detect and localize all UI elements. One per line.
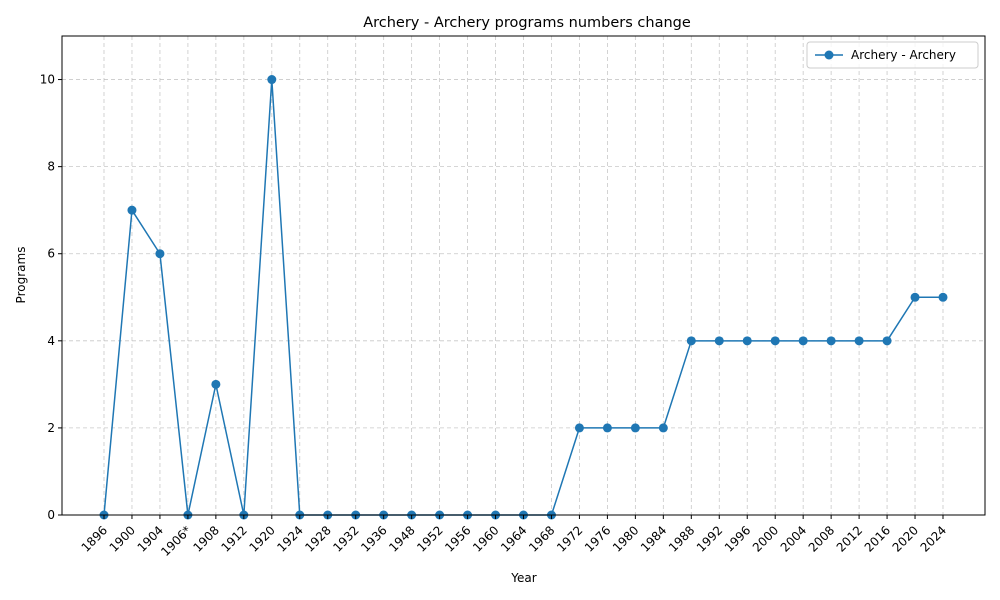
x-tick-label: 1952	[414, 523, 445, 554]
x-tick-label: 1920	[246, 523, 277, 554]
y-tick-label: 8	[47, 160, 55, 174]
x-tick-label: 1906*	[158, 523, 194, 559]
legend-box	[806, 41, 979, 69]
x-tick-label: 1964	[498, 523, 529, 554]
x-tick-label: 1908	[190, 523, 221, 554]
x-tick-label: 1896	[79, 523, 110, 554]
x-tick-label: 2008	[806, 523, 837, 554]
legend-label: Archery - Archery	[851, 48, 956, 62]
legend: Archery - Archery	[806, 41, 979, 69]
x-tick-label: 2020	[890, 523, 921, 554]
x-tick-label: 1932	[330, 523, 361, 554]
x-tick-label: 1912	[218, 523, 249, 554]
y-tick-label: 4	[47, 334, 55, 348]
data-point	[211, 379, 221, 389]
data-point	[798, 336, 808, 346]
data-point	[127, 205, 137, 215]
data-point	[882, 336, 892, 346]
x-tick-label: 2016	[862, 523, 893, 554]
data-point	[686, 336, 696, 346]
x-tick-label: 1968	[526, 523, 557, 554]
chart-title: Archery - Archery programs numbers chang…	[363, 15, 691, 31]
x-tick-label: 1996	[722, 523, 753, 554]
data-point	[938, 292, 948, 302]
y-tick-label: 0	[47, 508, 55, 522]
data-point	[770, 336, 780, 346]
data-point	[658, 423, 668, 433]
data-point	[602, 423, 612, 433]
x-tick-label: 1960	[470, 523, 501, 554]
x-tick-label: 1928	[302, 523, 333, 554]
data-point	[267, 75, 277, 85]
data-point	[742, 336, 752, 346]
y-axis-title: Programs	[14, 247, 28, 304]
data-point	[155, 249, 165, 259]
x-axis-title: Year	[510, 571, 536, 585]
data-point	[630, 423, 640, 433]
x-tick-label: 1924	[274, 523, 305, 554]
x-tick-label: 1948	[386, 523, 417, 554]
x-axis: 1896190019041906*19081912192019241928193…	[79, 515, 949, 559]
x-tick-label: 2024	[918, 523, 949, 554]
x-tick-label: 1992	[694, 523, 725, 554]
x-tick-label: 2004	[778, 523, 809, 554]
x-tick-label: 1984	[638, 523, 669, 554]
x-tick-label: 1980	[610, 523, 641, 554]
x-tick-label: 1936	[358, 523, 389, 554]
grid	[62, 36, 985, 516]
x-tick-label: 1976	[582, 523, 613, 554]
y-tick-label: 10	[40, 73, 55, 87]
x-tick-label: 1956	[442, 523, 473, 554]
data-point	[910, 292, 920, 302]
legend-marker	[824, 50, 834, 60]
x-tick-label: 1972	[554, 523, 585, 554]
y-axis: 0 2 4 6 8 10	[40, 73, 62, 522]
x-tick-label: 1900	[107, 523, 138, 554]
data-point	[714, 336, 724, 346]
y-tick-label: 6	[47, 247, 55, 261]
x-tick-label: 1988	[666, 523, 697, 554]
data-point	[854, 336, 864, 346]
x-tick-label: 2000	[750, 523, 781, 554]
y-tick-label: 2	[47, 421, 55, 435]
data-point	[826, 336, 836, 346]
data-point	[574, 423, 584, 433]
x-tick-label: 2012	[834, 523, 865, 554]
